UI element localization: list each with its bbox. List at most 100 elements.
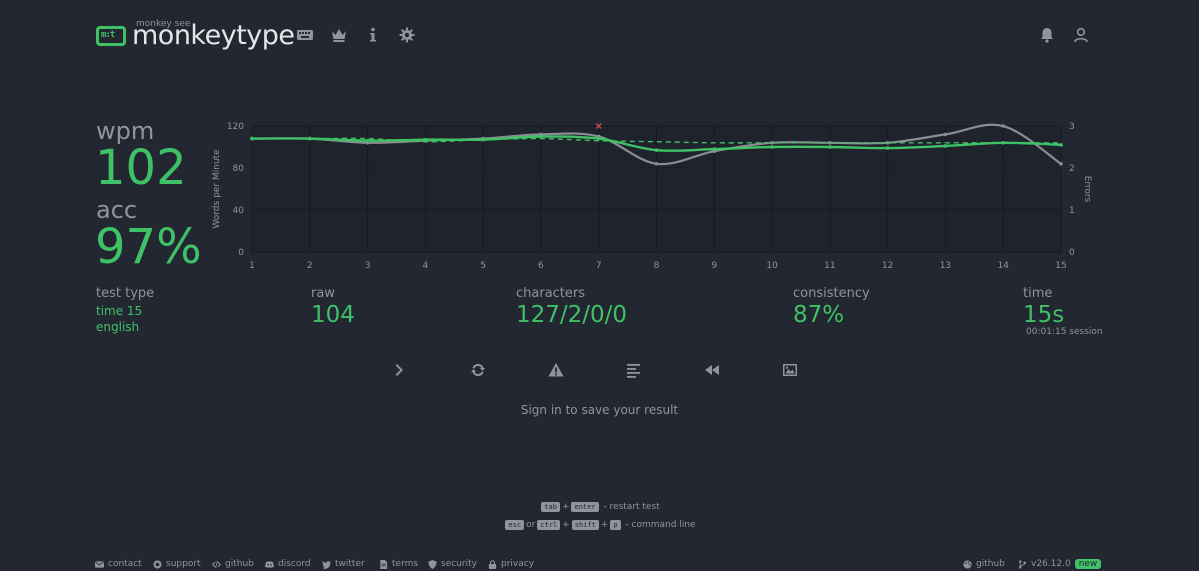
restart-hint-text: - restart test xyxy=(603,502,660,512)
y-tick-label: 40 xyxy=(233,206,245,216)
footer-support[interactable]: support xyxy=(153,559,201,569)
words-history-button[interactable] xyxy=(626,362,642,382)
logo-mark: m:t xyxy=(101,30,115,40)
lock-icon xyxy=(488,559,497,569)
code-branch-icon xyxy=(1018,559,1027,569)
footer-github[interactable]: github xyxy=(212,559,254,569)
user-icon[interactable] xyxy=(1071,27,1091,47)
wpm-line-point xyxy=(539,134,543,139)
code-icon xyxy=(212,560,221,568)
footer-terms[interactable]: terms xyxy=(379,559,418,569)
donate-icon xyxy=(153,559,162,569)
y2-tick-label: 0 xyxy=(1069,248,1075,258)
info-icon[interactable] xyxy=(363,27,383,47)
y-axis-title: Words per Minute xyxy=(212,149,222,229)
wpm-line-point xyxy=(596,136,601,141)
raw-line-point xyxy=(770,141,774,145)
logo-icon[interactable]: m:t xyxy=(96,26,126,46)
key-ctrl: ctrl xyxy=(537,520,561,530)
warning-icon xyxy=(548,363,564,377)
acc-value: 97% xyxy=(95,219,202,275)
wpm-line-point xyxy=(654,148,659,152)
new-badge: new xyxy=(1074,559,1102,569)
consistency-value: 87% xyxy=(793,302,845,328)
raw-line-point xyxy=(943,132,948,137)
command-line-hint: esc or ctrl + shift + p - command line xyxy=(0,520,1199,530)
x-tick-label: 1 xyxy=(249,261,255,271)
refresh-icon xyxy=(471,363,485,377)
test-type-label: test type xyxy=(96,286,155,301)
logo-title[interactable]: monkeytype xyxy=(132,20,295,51)
logo-subtitle: monkey see xyxy=(136,19,191,29)
keyboard-icon[interactable] xyxy=(295,27,315,47)
replay-button[interactable] xyxy=(704,362,720,382)
y-tick-label: 0 xyxy=(238,248,244,258)
test-type-mode: time 15 xyxy=(96,304,143,318)
image-icon xyxy=(783,364,797,376)
characters-label: characters xyxy=(516,286,586,301)
y2-axis-title: Errors xyxy=(1082,176,1092,203)
restart-hint: tab + enter - restart test xyxy=(0,502,1199,512)
raw-label: raw xyxy=(311,286,335,301)
footer-discord[interactable]: discord xyxy=(265,559,311,569)
bell-icon[interactable] xyxy=(1037,27,1057,47)
time-label: time xyxy=(1023,286,1053,301)
key-shift: shift xyxy=(571,520,599,530)
footer-github-right[interactable]: github xyxy=(963,559,1005,569)
footer-security[interactable]: security xyxy=(428,559,477,569)
x-tick-label: 7 xyxy=(596,261,602,271)
key-tab: tab xyxy=(541,502,560,512)
crown-icon[interactable] xyxy=(329,27,349,47)
sign-in-message[interactable]: Sign in to save your result xyxy=(520,403,679,417)
y-tick-label: 120 xyxy=(227,122,244,132)
raw-line-point xyxy=(1001,124,1006,128)
wpm-line-point xyxy=(481,137,485,142)
shield-icon xyxy=(428,559,437,569)
gear-icon[interactable] xyxy=(397,27,417,47)
restart-test-button[interactable] xyxy=(470,362,486,382)
error-marker xyxy=(595,122,602,130)
x-tick-label: 5 xyxy=(480,261,486,271)
x-tick-label: 3 xyxy=(365,261,371,271)
wpm-line-point xyxy=(250,136,254,141)
practice-words-button[interactable] xyxy=(548,362,564,382)
key-enter: enter xyxy=(571,502,599,512)
burst-line xyxy=(251,137,1061,144)
y2-tick-label: 1 xyxy=(1069,206,1075,216)
twitter-icon xyxy=(322,560,331,569)
y2-tick-label: 3 xyxy=(1069,122,1075,132)
raw-value: 104 xyxy=(311,302,355,328)
screenshot-button[interactable] xyxy=(782,362,798,382)
y-tick-label: 80 xyxy=(233,164,245,174)
x-tick-label: 13 xyxy=(940,261,951,271)
acc-label: acc xyxy=(96,196,138,224)
x-tick-label: 12 xyxy=(882,261,893,271)
file-icon xyxy=(380,559,388,569)
wpm-line-point xyxy=(770,145,774,149)
wpm-line-point xyxy=(712,147,717,151)
wpm-line-point xyxy=(1001,141,1006,145)
wpm-line-point xyxy=(828,145,832,149)
test-type-language: english xyxy=(96,320,140,334)
envelope-icon xyxy=(95,560,104,568)
key-esc: esc xyxy=(505,520,525,530)
raw-line-point xyxy=(1059,162,1063,166)
align-left-icon xyxy=(627,364,640,378)
x-tick-label: 11 xyxy=(824,261,835,271)
command-line-hint-text: - command line xyxy=(625,520,696,530)
chevron-right-icon xyxy=(395,364,403,376)
footer-privacy[interactable]: privacy xyxy=(488,559,534,569)
wpm-value: 102 xyxy=(95,140,187,196)
y2-tick-label: 2 xyxy=(1069,164,1075,174)
x-tick-label: 15 xyxy=(1055,261,1066,271)
next-test-button[interactable] xyxy=(392,362,408,382)
footer-contact[interactable]: contact xyxy=(95,559,142,569)
footer-version[interactable]: v26.12.0 new xyxy=(1018,559,1102,569)
x-tick-label: 2 xyxy=(307,261,313,271)
characters-value: 127/2/0/0 xyxy=(516,302,628,328)
footer-twitter[interactable]: twitter xyxy=(322,559,365,569)
discord-icon xyxy=(265,560,274,568)
palette-icon xyxy=(963,559,972,569)
x-tick-label: 9 xyxy=(711,261,717,271)
